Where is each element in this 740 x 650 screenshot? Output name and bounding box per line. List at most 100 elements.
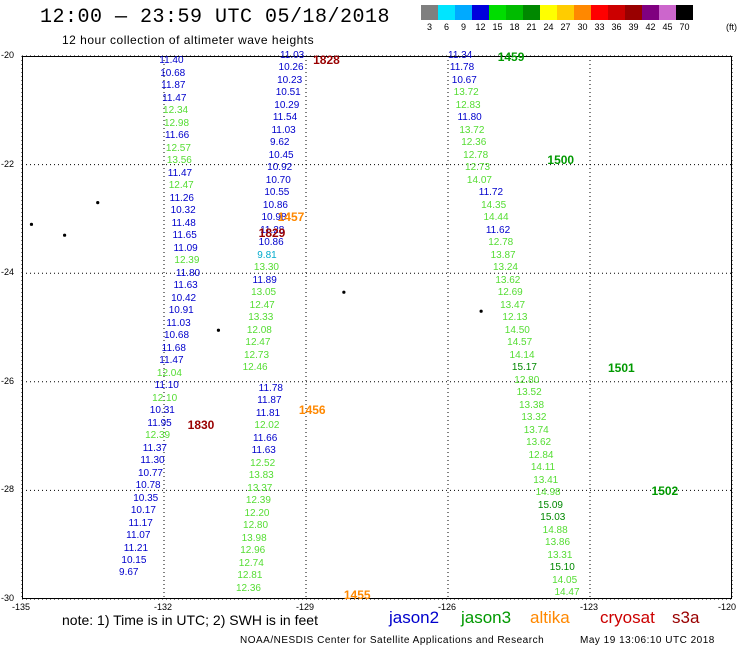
colorbar-swatch-9: [455, 5, 472, 20]
swh-value: 11.07: [126, 530, 151, 541]
swh-value: 15.09: [537, 499, 563, 511]
swh-value: 10.29: [274, 99, 300, 111]
swh-value: 9.81: [257, 249, 277, 261]
swh-value: 10.86: [258, 237, 284, 249]
pass-time-label: 1455: [343, 587, 371, 602]
swh-value: 13.24: [492, 262, 518, 274]
swh-value: 10.55: [264, 187, 290, 199]
swh-value: 12.73: [465, 162, 491, 174]
swh-value: 10.92: [267, 162, 293, 174]
pass-time-label: 1501: [607, 360, 635, 375]
swh-value: 10.70: [265, 174, 291, 186]
pass-time-label: 1830: [187, 418, 215, 433]
swh-value: 12.47: [249, 299, 275, 311]
lon-label: -126: [438, 602, 457, 612]
colorbar-swatch-21: [523, 5, 540, 20]
lat-label: -20: [1, 50, 15, 60]
legend-cryosat: cryosat: [600, 608, 655, 627]
swh-value: 11.78: [258, 382, 283, 394]
pass-time-label: 1500: [547, 153, 575, 168]
swh-value: 13.72: [453, 87, 479, 99]
page-subtitle: 12 hour collection of altimeter wave hei…: [62, 33, 315, 47]
swh-value: 14.50: [504, 324, 530, 336]
colorbar-label-27: 27: [560, 22, 571, 32]
pass-time-label: 1502: [651, 484, 679, 499]
swh-value: 11.17: [128, 517, 153, 529]
swh-value: 11.87: [257, 395, 282, 407]
island-mark: [342, 290, 346, 294]
swh-value: 11.68: [161, 342, 186, 354]
legend-jason3: jason3: [461, 608, 512, 627]
swh-value: 12.74: [238, 557, 264, 569]
swh-value: 14.35: [481, 199, 507, 211]
swh-value: 11.89: [252, 274, 277, 286]
swh-value: 12.80: [243, 520, 269, 532]
colorbar-label-30: 30: [577, 22, 588, 32]
colorbar-swatch-24: [540, 5, 557, 20]
swh-value: 12.46: [242, 362, 268, 374]
colorbar-label-21: 21: [526, 22, 537, 32]
swh-value: 11.34: [448, 50, 473, 61]
lat-label: -24: [1, 267, 15, 278]
swh-value: 13.30: [253, 262, 279, 274]
swh-value: 10.35: [133, 492, 159, 504]
swh-value: 9.62: [270, 137, 290, 149]
swh-value: 11.80: [457, 112, 482, 124]
colorbar-label-9: 9: [460, 22, 466, 32]
legend-note: note: 1) Time is in UTC; 2) SWH is in fe…: [62, 612, 318, 628]
swh-value: 10.51: [275, 87, 301, 99]
swh-value: 11.62: [485, 224, 511, 236]
swh-value: 11.37: [142, 442, 167, 454]
swh-value: 12.96: [240, 545, 266, 557]
swh-value: 11.48: [171, 217, 196, 229]
swh-value: 11.63: [173, 280, 198, 292]
swh-value: 15.03: [540, 512, 566, 524]
swh-value: 14.11: [530, 462, 556, 474]
swh-value: 14.05: [552, 574, 578, 586]
colorbar-swatch-42: [642, 5, 659, 20]
swh-value: 12.39: [174, 255, 200, 267]
swh-value: 10.45: [268, 149, 294, 161]
pass-time-label: 1829: [258, 226, 286, 241]
page-title: 12:00 — 23:59 UTC 05/18/2018: [40, 6, 391, 29]
swh-value: 10.26: [278, 62, 304, 74]
swh-value: 13.33: [248, 312, 274, 324]
swh-value: 13.72: [459, 124, 485, 136]
colorbar-swatch-3: [421, 5, 438, 20]
lon-label: -120: [718, 602, 737, 612]
colorbar-swatch-33: [591, 5, 608, 20]
colorbar-swatch-30: [574, 5, 591, 20]
colorbar-label-18: 18: [509, 22, 520, 32]
colorbar-label-42: 42: [645, 22, 656, 32]
swh-value: 14.98: [535, 487, 561, 499]
swh-value: 15.10: [549, 562, 575, 574]
swh-value: 10.15: [121, 554, 147, 566]
swh-value: 12.39: [145, 430, 171, 442]
swh-value: 10.91: [168, 305, 194, 317]
swh-value: 10.31: [149, 405, 175, 417]
colorbar-label-70: 70: [679, 22, 690, 32]
swh-value: 12.36: [461, 137, 487, 149]
lat-label: -22: [1, 158, 15, 169]
swh-value: 11.54: [272, 112, 298, 124]
swh-value: 11.21: [123, 542, 149, 554]
legend-s3a: s3a: [672, 608, 700, 627]
swh-colorbar: [421, 5, 693, 20]
swh-value: 11.87: [161, 80, 186, 92]
swh-value: 12.13: [502, 312, 528, 324]
colorbar-swatch-39: [625, 5, 642, 20]
swh-value: 11.40: [159, 55, 184, 67]
pass-time-label: 1828: [313, 52, 340, 67]
swh-value: 10.68: [164, 330, 190, 342]
swh-value: 14.07: [466, 174, 492, 186]
swh-value: 11.47: [162, 92, 187, 104]
colorbar-label-36: 36: [611, 22, 622, 32]
swh-value: 13.47: [500, 299, 526, 311]
lon-label: -132: [154, 602, 173, 612]
swh-value: 12.73: [243, 349, 270, 361]
pass-time-label: 1457: [277, 210, 305, 225]
colorbar-label-3: 3: [426, 22, 432, 32]
swh-value: 10.98: [261, 212, 287, 224]
swh-value: 12.52: [250, 457, 276, 469]
swh-value: 13.32: [521, 412, 547, 424]
